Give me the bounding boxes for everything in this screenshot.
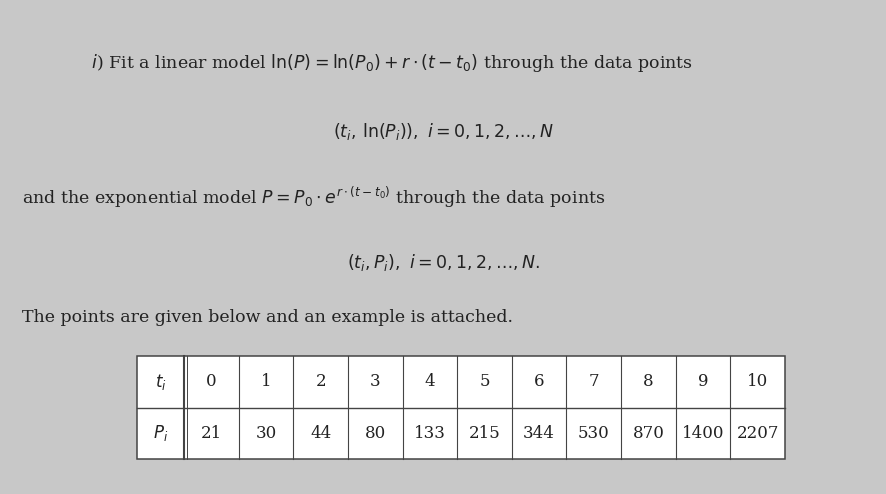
Text: 44: 44: [310, 425, 331, 442]
Text: 5: 5: [478, 373, 489, 390]
Text: 7: 7: [587, 373, 598, 390]
Text: 0: 0: [206, 373, 216, 390]
Text: $\mathit{i}$) Fit a linear model $\ln(P) = \ln(P_0) + r \cdot (t - t_0)$ through: $\mathit{i}$) Fit a linear model $\ln(P)…: [75, 52, 693, 74]
Text: 80: 80: [364, 425, 385, 442]
Text: 1: 1: [260, 373, 271, 390]
Text: 1400: 1400: [681, 425, 724, 442]
Text: 133: 133: [414, 425, 446, 442]
Text: $(t_i,\, \ln(P_i)),\ i = 0, 1, 2,\ldots, N$: $(t_i,\, \ln(P_i)),\ i = 0, 1, 2,\ldots,…: [332, 121, 554, 142]
Text: $P_i$: $P_i$: [153, 423, 168, 444]
Text: and the exponential model $P = P_0 \cdot e^{r \cdot (t-t_0)}$ through the data p: and the exponential model $P = P_0 \cdot…: [22, 185, 605, 210]
Text: The points are given below and an example is attached.: The points are given below and an exampl…: [22, 309, 513, 326]
Text: 8: 8: [642, 373, 653, 390]
Text: 870: 870: [632, 425, 664, 442]
Text: 6: 6: [533, 373, 544, 390]
Text: 3: 3: [369, 373, 380, 390]
Text: 2: 2: [315, 373, 326, 390]
Text: 21: 21: [200, 425, 222, 442]
Text: 2207: 2207: [735, 425, 778, 442]
Text: 344: 344: [523, 425, 555, 442]
Text: 9: 9: [697, 373, 708, 390]
Text: 4: 4: [424, 373, 435, 390]
Text: $(t_i, P_i),\ i = 0, 1, 2, \ldots, N.$: $(t_i, P_i),\ i = 0, 1, 2, \ldots, N.$: [346, 252, 540, 273]
Text: 10: 10: [746, 373, 767, 390]
Text: 215: 215: [468, 425, 500, 442]
Text: 530: 530: [578, 425, 609, 442]
Text: $t_i$: $t_i$: [155, 371, 167, 392]
Text: 30: 30: [255, 425, 276, 442]
